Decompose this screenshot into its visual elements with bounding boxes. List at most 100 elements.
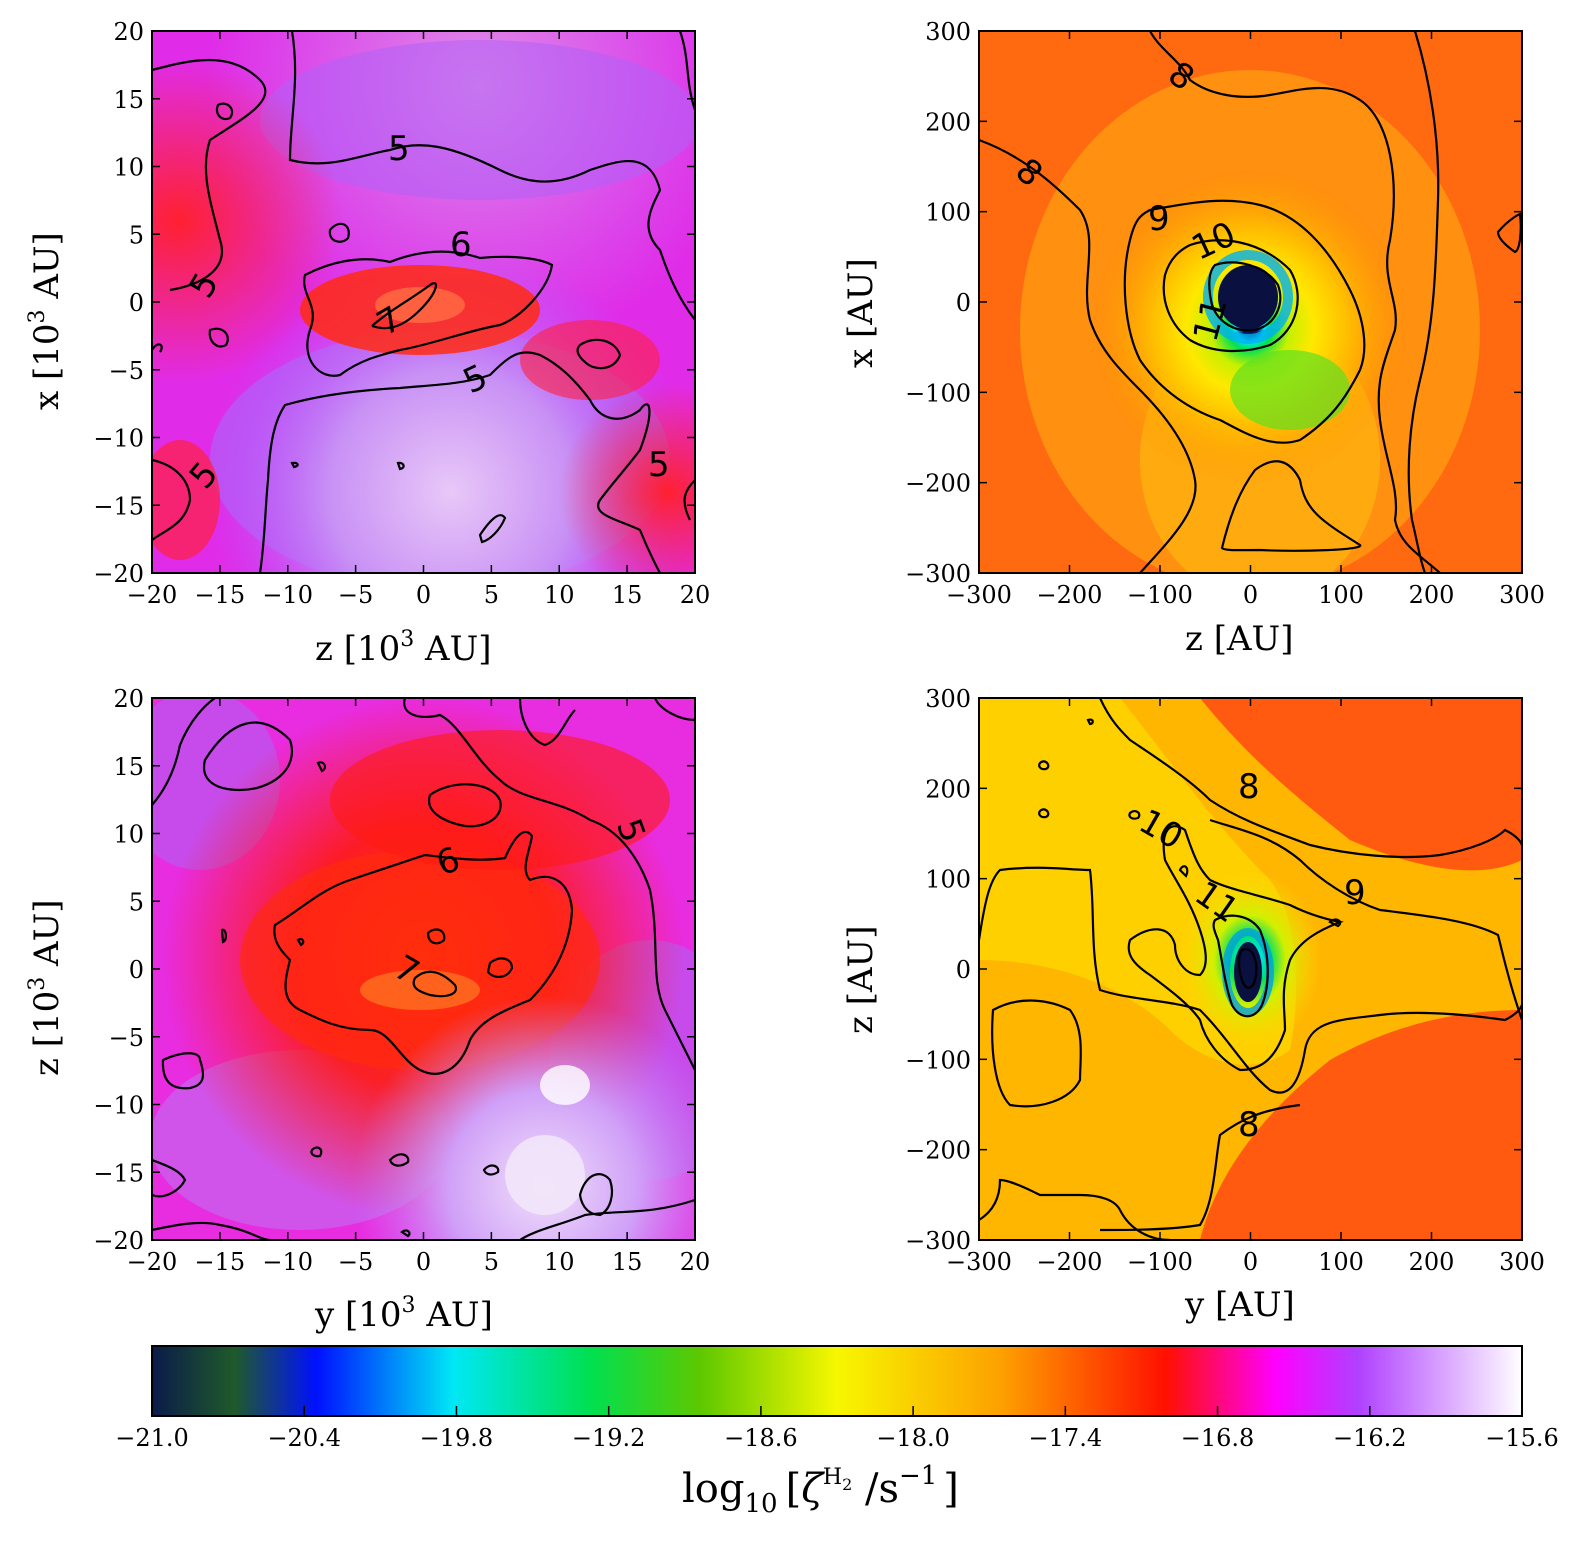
y-tick-label: −300	[905, 1227, 971, 1255]
y-tick-label: 10	[113, 821, 144, 849]
y-tick-label: −300	[905, 560, 971, 588]
contours-top-left	[152, 31, 695, 573]
colorbar-ticks: −21.0 −20.4 −19.8 −19.2 −18.6 −18.0 −17.4 −16.8…	[115, 1406, 1559, 1452]
colorbar-tick-label: −17.4	[1029, 1424, 1103, 1452]
colorbar-tick-label: −21.0	[115, 1424, 189, 1452]
x-tick-label: 300	[1499, 1248, 1545, 1276]
y-axis-label: x [103 AU]	[25, 232, 67, 410]
y-tick-label: −5	[109, 357, 144, 385]
y-tick-label: 100	[925, 199, 971, 227]
x-tick-label: 20	[680, 581, 711, 609]
x-tick-label: 200	[1409, 1248, 1455, 1276]
colorbar-tick-label: −19.2	[572, 1424, 646, 1452]
y-axis-label: z [103 AU]	[25, 899, 67, 1076]
y-axis-label: z [AU]	[841, 926, 881, 1034]
contour-label: 8	[1238, 1105, 1260, 1145]
colorbar-tick-label: −15.6	[1485, 1424, 1559, 1452]
panel-top-left: 5 6 7 5 5 5 5 −20 −15 −10 −5 0 5 10 15 202015105…	[25, 18, 710, 669]
colorbar-tick-label: −20.4	[267, 1424, 341, 1452]
y-tick-label: −200	[905, 470, 971, 498]
x-tick-label: 20	[680, 1248, 711, 1276]
x-tick-label: 15	[612, 1248, 643, 1276]
panel-top-right: 8 8 9 10 11 −300 −200 −100 0 100 200 300300200…	[841, 18, 1545, 659]
heatmap-bottom-left	[152, 698, 695, 1240]
x-tick-label: 5	[484, 1248, 499, 1276]
contour-label: 5	[648, 445, 670, 485]
colorbar-tick-label: −16.2	[1333, 1424, 1407, 1452]
y-tick-label: 20	[113, 685, 144, 713]
x-tick-label: 0	[416, 1248, 431, 1276]
ticks-top-right: −300 −200 −100 0 100 200 300 300 200 100 0 −100 −200…	[905, 18, 1545, 609]
contour-label: 6	[450, 225, 472, 265]
y-tick-label: −5	[109, 1024, 144, 1052]
x-tick-label: −200	[1037, 1248, 1103, 1276]
contour-label: 9	[1344, 873, 1366, 913]
y-tick-label: −100	[905, 1046, 971, 1074]
x-axis-label: y [AU]	[1184, 1285, 1295, 1325]
contours-bottom-left	[152, 698, 695, 1240]
x-tick-label: −300	[946, 1248, 1012, 1276]
x-tick-label: 200	[1409, 581, 1455, 609]
colorbar-tick-label: −19.8	[420, 1424, 494, 1452]
y-tick-label: 15	[113, 86, 144, 114]
x-tick-label: 0	[416, 581, 431, 609]
y-tick-label: −10	[93, 1092, 144, 1120]
colorbar: −21.0 −20.4 −19.8 −19.2 −18.6 −18.0 −17.4 −16.8…	[115, 1345, 1559, 1519]
contour-label: 8	[1238, 767, 1260, 807]
x-tick-label: −20	[127, 1248, 178, 1276]
x-tick-label: 100	[1318, 1248, 1364, 1276]
ticks-bottom-left: −20 −15 −10 −5 0 5 10 15 20 20 15 10 5 0 −5 −10 −15 −20	[93, 685, 710, 1276]
ticks-bottom-right: −300 −200 −100 0 100 200 300 300 200 100 0 −100 −200…	[905, 685, 1545, 1276]
x-tick-label: −300	[946, 581, 1012, 609]
y-tick-label: 5	[129, 888, 144, 916]
x-tick-label: −20	[127, 581, 178, 609]
x-tick-label: −200	[1037, 581, 1103, 609]
y-tick-label: −20	[93, 1227, 144, 1255]
y-tick-label: 200	[925, 108, 971, 136]
contour-label: 5	[388, 129, 410, 169]
x-tick-label: −10	[262, 581, 313, 609]
heatmap-top-left	[152, 31, 695, 573]
y-tick-label: 5	[129, 221, 144, 249]
ticks-top-left: −20 −15 −10 −5 0 5 10 15 20 20 15 10 5 0 −5 −10 −15 −20	[93, 18, 710, 609]
y-tick-label: −20	[93, 560, 144, 588]
colorbar-tick-label: −18.6	[724, 1424, 798, 1452]
y-tick-label: 0	[956, 289, 971, 317]
x-axis-label: z [AU]	[1185, 619, 1293, 659]
y-tick-label: 20	[113, 18, 144, 46]
x-tick-label: 300	[1499, 581, 1545, 609]
colorbar-tick-label: −16.8	[1181, 1424, 1255, 1452]
x-tick-label: 0	[1243, 1248, 1258, 1276]
x-tick-label: −100	[1127, 1248, 1193, 1276]
x-tick-label: 10	[544, 1248, 575, 1276]
x-tick-label: 0	[1243, 581, 1258, 609]
x-tick-label: 100	[1318, 581, 1364, 609]
y-tick-label: 10	[113, 154, 144, 182]
colorbar-label: log10 [ζH2 /s−1]	[682, 1461, 959, 1519]
heatmap-bottom-right	[979, 698, 1522, 1240]
y-tick-label: 0	[956, 956, 971, 984]
y-tick-label: 0	[129, 956, 144, 984]
x-tick-label: 15	[612, 581, 643, 609]
contours-bottom-right	[979, 698, 1522, 1240]
x-tick-label: −15	[195, 1248, 246, 1276]
y-tick-label: −15	[93, 492, 144, 520]
x-axis-label: z [103 AU]	[315, 627, 492, 669]
contour-label: 9	[1148, 199, 1170, 239]
x-tick-label: 5	[484, 581, 499, 609]
y-tick-label: −10	[93, 425, 144, 453]
panel-bottom-right: 8 10 9 11 8 −300 −200 −100 0 100 200 300300200…	[841, 685, 1545, 1325]
y-tick-label: 15	[113, 753, 144, 781]
y-tick-label: −15	[93, 1159, 144, 1187]
x-tick-label: −5	[338, 1248, 373, 1276]
x-axis-label: y [103 AU]	[314, 1293, 493, 1335]
contours-top-right	[979, 31, 1522, 573]
x-tick-label: −5	[338, 581, 373, 609]
heatmap-top-right	[979, 31, 1522, 573]
y-tick-label: −100	[905, 379, 971, 407]
colorbar-tick-label: −18.0	[876, 1424, 950, 1452]
x-tick-label: −100	[1127, 581, 1193, 609]
y-tick-label: 100	[925, 866, 971, 894]
y-tick-label: −200	[905, 1137, 971, 1165]
